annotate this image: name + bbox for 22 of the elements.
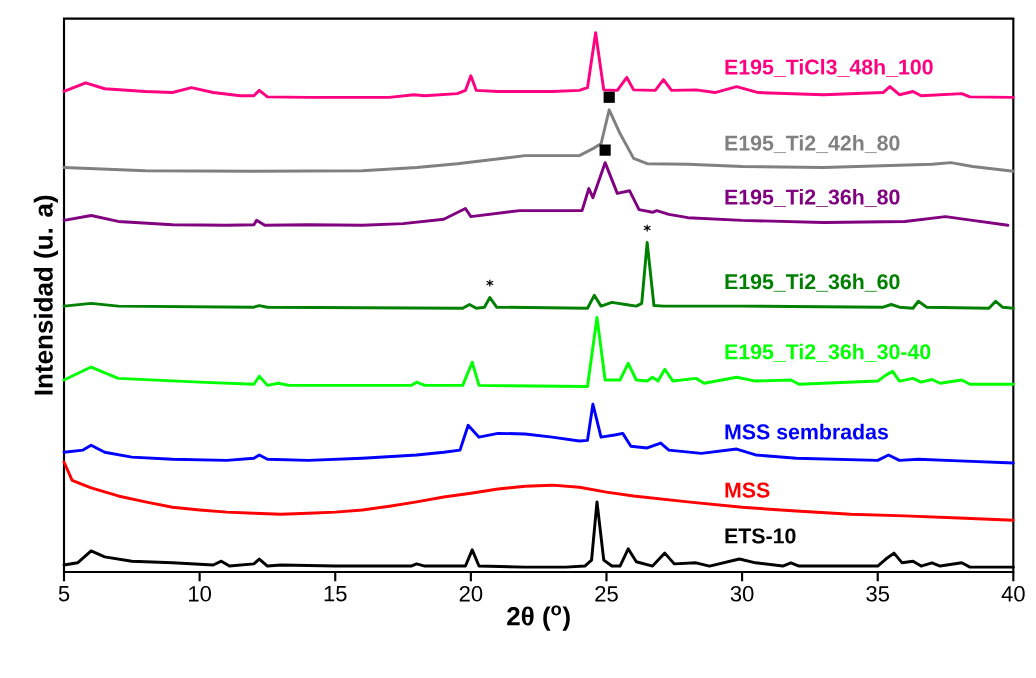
x-tick-label: 25	[595, 586, 618, 602]
series-label: MSS sembradas	[725, 423, 888, 440]
annotation: *	[643, 224, 651, 232]
x-tick-label: 5	[58, 586, 70, 602]
series-label: E195_Ti2_36h_30-40	[725, 343, 931, 362]
annotation: ■	[599, 144, 611, 156]
annotation: *	[486, 279, 494, 287]
x-tick-label: 40	[1001, 586, 1025, 602]
x-tick-label: 20	[459, 586, 483, 602]
series-label: E195_Ti2_42h_80	[725, 135, 900, 154]
series-label: MSS	[725, 482, 770, 498]
y-axis-title: Intensidad (u. a)	[33, 195, 58, 395]
series-label: ETS-10	[725, 528, 796, 544]
series-label: E195_TiCl3_48h_100	[725, 58, 933, 78]
annotation: ■	[603, 91, 615, 103]
x-tick-label: 30	[730, 586, 754, 602]
series-label: E195_Ti2_36h_60	[725, 273, 900, 292]
x-tick-label: 15	[324, 586, 347, 602]
x-axis-title: 2θ ($^{o}$)	[507, 605, 570, 631]
series-label: E195_Ti2_36h_80	[725, 188, 900, 207]
x-tick-label: 35	[866, 586, 890, 602]
x-tick-label: 10	[189, 586, 211, 602]
